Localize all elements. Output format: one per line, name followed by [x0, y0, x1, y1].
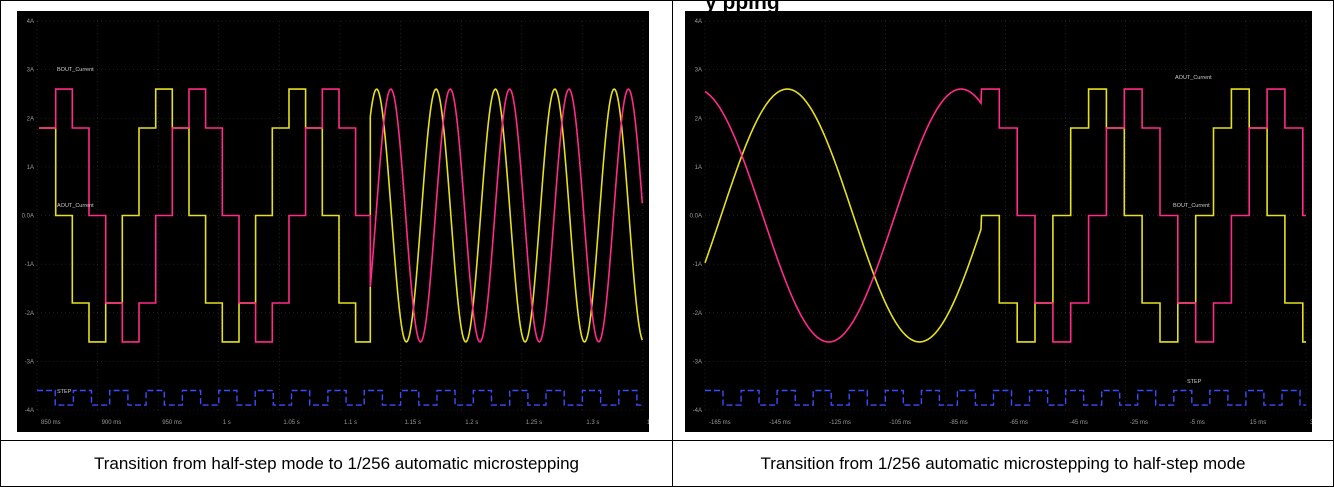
y-tick-label: 3A — [27, 68, 34, 74]
x-tick-label: 1.1 s — [344, 420, 357, 426]
bout-current-label: BOUT_Current — [1173, 203, 1210, 209]
aout-current-label: AOUT_Current — [1175, 75, 1212, 81]
step-trace — [37, 389, 643, 406]
y-tick-label: 0.0A — [22, 214, 34, 220]
pink-trace — [39, 88, 644, 343]
x-tick-label: 1.2 s — [465, 420, 478, 426]
x-tick-label: -145 ms — [769, 420, 791, 426]
y-tick-label: 0.0A — [690, 214, 702, 220]
y-tick-label: 4A — [27, 19, 34, 25]
y-tick-label: -1A — [693, 262, 702, 268]
x-tick-label: -65 ms — [1010, 420, 1028, 426]
x-tick-label: -165 ms — [709, 420, 731, 426]
x-tick-label: 1.25 s — [526, 420, 542, 426]
x-tick-label: 1.15 s — [405, 420, 421, 426]
y-tick-label: 1A — [695, 165, 702, 171]
caption-left: Transition from half-step mode to 1/256 … — [93, 453, 580, 473]
y-tick-label: 3A — [695, 68, 702, 74]
x-tick-label: 35 ms — [1310, 420, 1312, 426]
x-tick-label: 1.05 s — [283, 420, 299, 426]
x-tick-label: -125 ms — [829, 420, 851, 426]
oscilloscope-right: 4A 3A 2A 1A 0.0A -1A -2A -3A -4A -165 ms -145 ms -1… — [690, 19, 1312, 426]
bout-current-label: BOUT_Current — [57, 67, 94, 73]
caption-right: Transition from 1/256 automatic microste… — [760, 453, 1246, 473]
y-tick-label: -3A — [693, 359, 702, 365]
step-trace — [705, 389, 1306, 406]
scope-left: 4A 3A 2A 1A 0.0A -1A -2A -3A -4A 850 ms 900 ms 950 … — [17, 11, 649, 432]
x-tick-label: -25 ms — [1130, 420, 1148, 426]
y-tick-label: 1A — [27, 165, 34, 171]
y-tick-label: -4A — [693, 408, 702, 414]
pink-trace — [704, 88, 1306, 343]
x-tick-label: -105 ms — [889, 420, 911, 426]
scope-grid — [704, 20, 1307, 411]
oscilloscope-left: 4A 3A 2A 1A 0.0A -1A -2A -3A -4A 850 ms 900 ms 950 … — [22, 19, 649, 426]
x-tick-label: 15 ms — [1250, 420, 1266, 426]
y-tick-label: 4A — [695, 19, 702, 25]
header-partial: y pping — [705, 0, 780, 12]
y-tick-label: -2A — [693, 311, 702, 317]
y-tick-label: -2A — [25, 311, 34, 317]
x-tick-label: 1.35 s — [647, 420, 649, 426]
y-tick-label: 2A — [695, 116, 702, 122]
y-tick-label: -4A — [25, 408, 34, 414]
step-label: STEP — [1187, 379, 1202, 385]
x-tick-label: 1 s — [223, 420, 231, 426]
yellow-trace — [704, 88, 1306, 343]
aout-current-label: AOUT_Current — [57, 203, 94, 209]
x-tick-label: -85 ms — [949, 420, 967, 426]
scope-right: 4A 3A 2A 1A 0.0A -1A -2A -3A -4A -165 ms -145 ms -1… — [685, 11, 1312, 432]
x-tick-label: 850 ms — [41, 420, 61, 426]
yellow-trace — [39, 88, 644, 343]
step-label: STEP — [57, 389, 72, 395]
x-tick-label: -5 ms — [1190, 420, 1205, 426]
y-tick-label: -3A — [25, 359, 34, 365]
y-tick-label: 2A — [27, 116, 34, 122]
x-tick-label: 900 ms — [102, 420, 122, 426]
y-tick-label: -1A — [25, 262, 34, 268]
x-tick-label: -45 ms — [1070, 420, 1088, 426]
x-tick-label: 1.3 s — [586, 420, 599, 426]
x-tick-label: 950 ms — [162, 420, 182, 426]
